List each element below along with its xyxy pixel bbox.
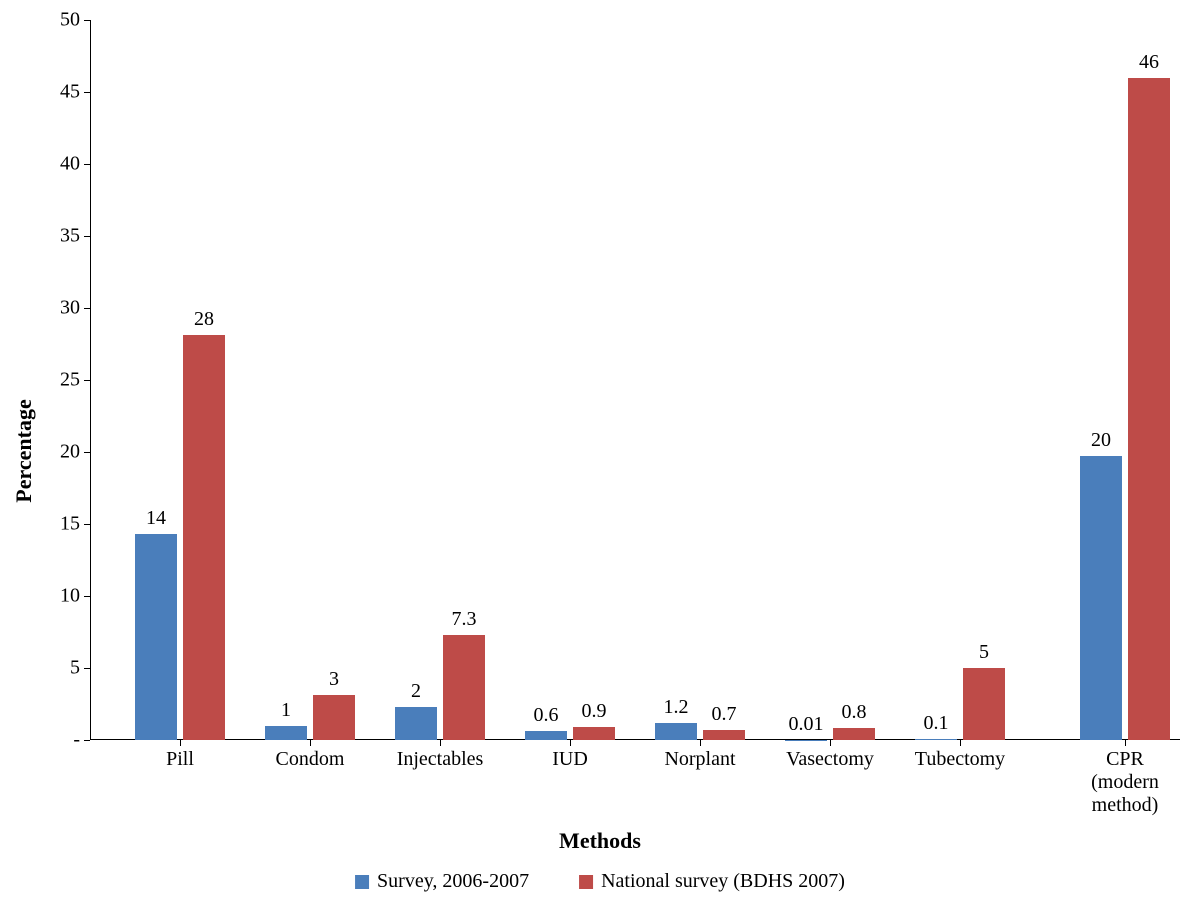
bar (395, 707, 437, 740)
y-tick (84, 740, 90, 741)
y-tick (84, 524, 90, 525)
y-tick-label: 35 (60, 225, 80, 248)
bar-value-label: 0.01 (789, 713, 824, 736)
legend: Survey, 2006-2007 National survey (BDHS … (355, 870, 845, 893)
y-tick-label: 25 (60, 369, 80, 392)
bar (1128, 78, 1170, 740)
bar-value-label: 1.2 (664, 696, 689, 719)
x-tick (700, 740, 701, 746)
bar-value-label: 20 (1091, 429, 1111, 452)
y-tick (84, 596, 90, 597)
y-tick-label: 40 (60, 153, 80, 176)
x-tick-label: CPR (modern method) (1091, 748, 1159, 817)
bar-value-label: 14 (146, 507, 166, 530)
bar (135, 534, 177, 740)
x-tick-label: Pill (166, 748, 194, 771)
bar (265, 726, 307, 740)
bar (833, 728, 875, 740)
x-tick (960, 740, 961, 746)
x-tick (180, 740, 181, 746)
x-tick-label: Injectables (397, 748, 484, 771)
plot-area: -5101520253035404550Pill1428Condom13Inje… (90, 20, 1180, 740)
bar (183, 335, 225, 740)
bar (1080, 456, 1122, 740)
legend-swatch-1 (355, 875, 369, 889)
bar-value-label: 0.9 (582, 700, 607, 723)
bar (915, 739, 957, 740)
x-tick (440, 740, 441, 746)
bar (963, 668, 1005, 740)
y-tick-label: 10 (60, 585, 80, 608)
bar-value-label: 3 (329, 668, 339, 691)
y-tick (84, 308, 90, 309)
y-tick (84, 20, 90, 21)
x-tick (570, 740, 571, 746)
bar-value-label: 0.1 (924, 712, 949, 735)
x-tick (1125, 740, 1126, 746)
bar (655, 723, 697, 740)
y-tick (84, 92, 90, 93)
y-tick (84, 380, 90, 381)
legend-swatch-2 (579, 875, 593, 889)
bar-value-label: 28 (194, 308, 214, 331)
y-tick-label: 30 (60, 297, 80, 320)
bar (313, 695, 355, 740)
bar-value-label: 5 (979, 641, 989, 664)
y-tick (84, 668, 90, 669)
bar (703, 730, 745, 740)
x-tick-label: Condom (276, 748, 345, 771)
y-tick (84, 164, 90, 165)
legend-label-1: Survey, 2006-2007 (377, 870, 529, 893)
bar (573, 727, 615, 740)
y-tick-label: 50 (60, 9, 80, 32)
bar-value-label: 0.8 (842, 701, 867, 724)
bar-value-label: 1 (281, 699, 291, 722)
bar-value-label: 0.7 (712, 703, 737, 726)
x-axis-line (90, 739, 1180, 740)
x-tick (310, 740, 311, 746)
x-tick (830, 740, 831, 746)
y-tick-label: 45 (60, 81, 80, 104)
bar (443, 635, 485, 740)
bar-value-label: 0.6 (534, 704, 559, 727)
bar-value-label: 46 (1139, 51, 1159, 74)
bar-value-label: 2 (411, 680, 421, 703)
x-tick-label: Norplant (664, 748, 735, 771)
y-tick (84, 452, 90, 453)
y-axis-line (90, 20, 91, 740)
x-tick-label: Vasectomy (786, 748, 874, 771)
y-tick-label: - (73, 729, 80, 752)
legend-item-series-1: Survey, 2006-2007 (355, 870, 529, 893)
x-tick-label: IUD (552, 748, 588, 771)
chart-container: Percentage -5101520253035404550Pill1428C… (0, 0, 1200, 901)
y-axis-title: Percentage (11, 399, 37, 502)
y-tick-label: 15 (60, 513, 80, 536)
bar (525, 731, 567, 740)
bar-value-label: 7.3 (452, 608, 477, 631)
y-tick-label: 5 (70, 657, 80, 680)
x-tick-label: Tubectomy (915, 748, 1005, 771)
y-tick (84, 236, 90, 237)
x-axis-title: Methods (559, 828, 641, 854)
legend-label-2: National survey (BDHS 2007) (601, 870, 845, 893)
legend-item-series-2: National survey (BDHS 2007) (579, 870, 845, 893)
y-tick-label: 20 (60, 441, 80, 464)
